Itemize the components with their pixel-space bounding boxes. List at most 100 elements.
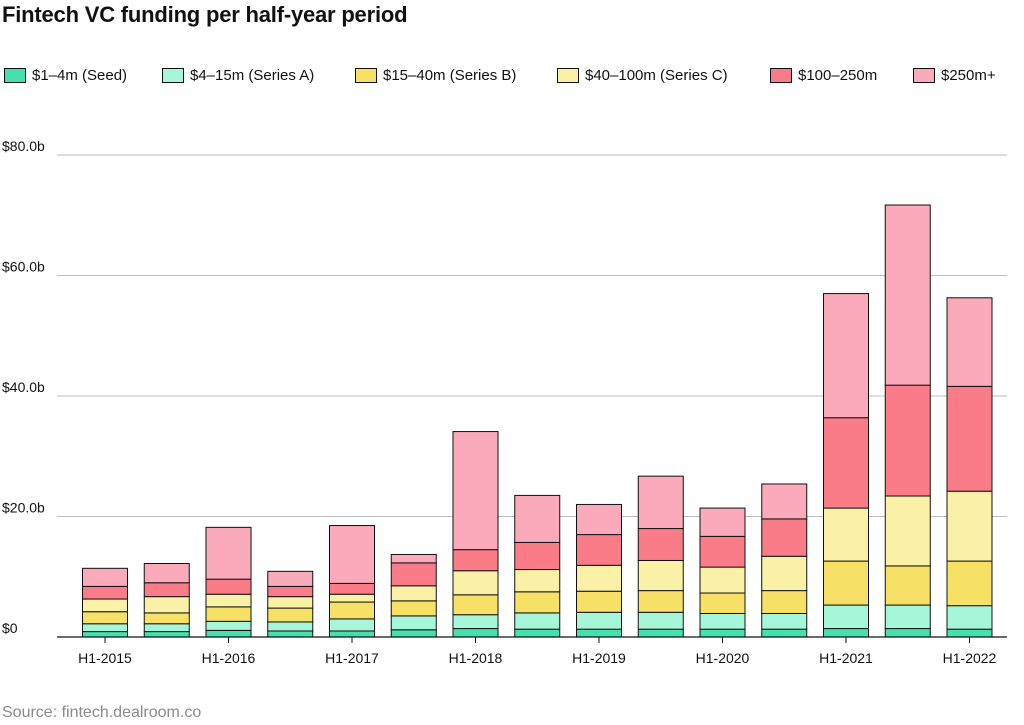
bar-segment: [823, 628, 869, 638]
bar-segment: [699, 628, 746, 638]
legend-item-250m-plus: $250m+: [913, 67, 996, 84]
bar-segment: [514, 591, 561, 614]
bar-segment: [637, 475, 684, 530]
bar-segment: [390, 562, 437, 587]
bar-segment: [576, 564, 622, 592]
bar-segment: [143, 631, 190, 638]
bar-segment: [514, 612, 561, 630]
bar-segment: [946, 490, 993, 562]
y-tick-label: $40.0b: [2, 379, 45, 395]
bar-segment: [514, 628, 561, 638]
bar-segment: [205, 578, 252, 595]
bar-segment: [82, 623, 128, 633]
bar-segment: [946, 385, 993, 492]
legend-item-seed: $1–4m (Seed): [4, 67, 127, 84]
bar-segment: [82, 598, 128, 613]
bar-segment: [205, 593, 252, 608]
bar-segment: [884, 495, 931, 567]
bar-segment: [143, 562, 190, 584]
legend-item-series-c: $40–100m (Series C): [557, 67, 728, 84]
bar-segment: [390, 615, 437, 631]
bar-segment: [329, 593, 375, 603]
bar-segment: [390, 600, 437, 617]
bar-segment: [884, 384, 931, 497]
bar-segment: [452, 549, 499, 572]
bar-segment: [205, 526, 252, 580]
bar-segment: [267, 630, 314, 638]
bar-segment: [761, 590, 808, 615]
bar-segment: [946, 297, 993, 387]
bar-segment: [205, 606, 252, 622]
legend-label-250m-plus: $250m+: [941, 67, 996, 84]
bar-segment: [82, 567, 128, 587]
legend: $1–4m (Seed) $4–15m (Series A) $15–40m (…: [0, 67, 1024, 91]
bar-segment: [452, 628, 499, 638]
bar-segment: [143, 596, 190, 614]
bar-segment: [823, 604, 869, 630]
x-tick-label: H1-2021: [819, 650, 873, 666]
legend-item-100-250m: $100–250m: [770, 67, 877, 84]
bar-segment: [699, 566, 746, 594]
legend-label-series-a: $4–15m (Series A): [190, 67, 315, 84]
bar-segment: [761, 483, 808, 520]
bar-segment: [82, 631, 128, 638]
bar-segment: [329, 618, 375, 632]
bar-segment: [576, 590, 622, 613]
bar-segment: [823, 560, 869, 606]
bar-segment: [514, 541, 561, 571]
bar-segment: [514, 569, 561, 593]
bar-segment: [329, 601, 375, 620]
chart-plot: H1-2015 H1-2016 H1-2017 H1-2018 H1-2019 H1-20…: [2, 138, 1007, 666]
bar-segment: [452, 431, 499, 551]
legend-swatch-series-b: [355, 68, 377, 83]
y-tick-label: $60.0b: [2, 259, 45, 275]
bar-segment: [884, 628, 931, 638]
bar-segment: [576, 503, 622, 536]
legend-label-100-250m: $100–250m: [798, 67, 878, 84]
bar-segment: [884, 604, 931, 630]
legend-label-series-c: $40–100m (Series C): [585, 67, 728, 84]
bar-segment: [267, 585, 314, 598]
bar-segment: [699, 613, 746, 630]
bar-segment: [452, 614, 499, 630]
x-tick-label: H1-2020: [696, 650, 750, 666]
bar-segment: [699, 592, 746, 615]
bar-segment: [329, 582, 375, 595]
legend-swatch-100-250m: [770, 68, 792, 83]
legend-swatch-series-a: [162, 68, 184, 83]
bars: [82, 204, 993, 638]
bar-segment: [637, 528, 684, 561]
bar-segment: [884, 204, 931, 386]
chart-title: Fintech VC funding per half-year period: [2, 2, 408, 27]
x-tick-label: H1-2016: [202, 650, 256, 666]
bar-segment: [267, 596, 314, 609]
y-tick-label: $80.0b: [2, 138, 45, 154]
bar-segment: [761, 628, 808, 638]
x-tick-label: H1-2018: [449, 650, 503, 666]
bar-segment: [329, 630, 375, 638]
legend-label-series-b: $15–40m (Series B): [383, 67, 517, 84]
bar-segment: [82, 585, 128, 600]
legend-swatch-series-c: [557, 68, 579, 83]
x-tick-label: H1-2019: [572, 650, 626, 666]
x-tick-label: H1-2015: [78, 650, 132, 666]
legend-label-seed: $1–4m (Seed): [32, 67, 128, 84]
legend-item-series-a: $4–15m (Series A): [162, 67, 314, 84]
bar-segment: [143, 582, 190, 598]
bar-segment: [699, 507, 746, 537]
bar-segment: [637, 590, 684, 613]
x-tick-label: H1-2017: [325, 650, 379, 666]
bar-segment: [143, 623, 190, 633]
bar-segment: [514, 494, 561, 543]
source-note: Source: fintech.dealroom.co: [2, 704, 202, 721]
bar-segment: [390, 553, 437, 564]
legend-swatch-250m-plus: [913, 68, 935, 83]
bar-segment: [205, 629, 252, 638]
bar-segment: [82, 611, 128, 625]
bar-segment: [390, 585, 437, 602]
bar-segment: [884, 565, 931, 606]
legend-item-series-b: $15–40m (Series B): [355, 67, 516, 84]
y-axis-labels: $0 $20.0b $40.0b $60.0b $80.0b: [2, 138, 45, 636]
bar-segment: [637, 628, 684, 638]
bar-segment: [452, 594, 499, 616]
